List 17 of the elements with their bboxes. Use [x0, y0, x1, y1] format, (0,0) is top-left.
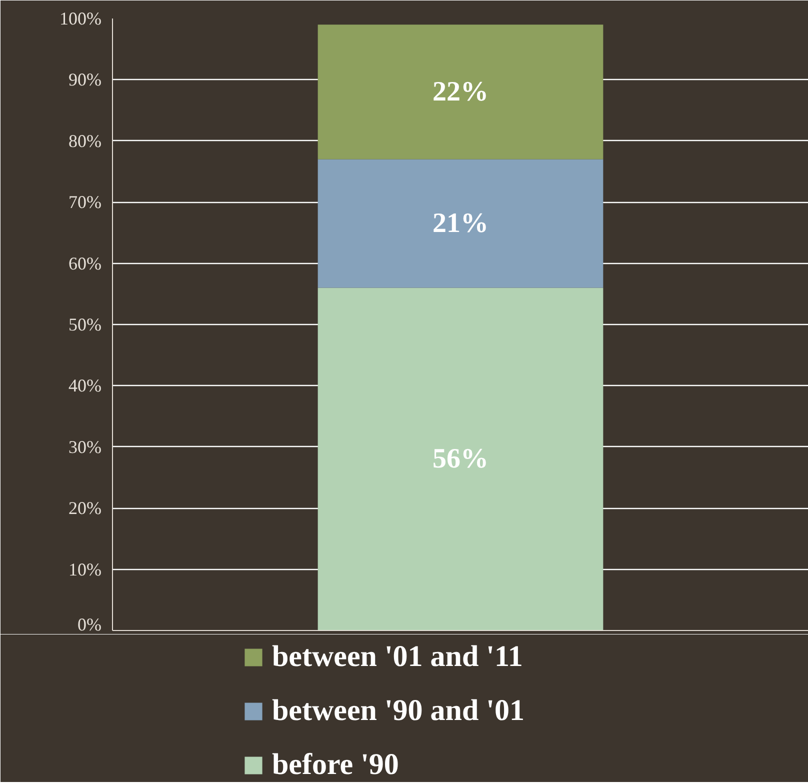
- text: 21%: [432, 208, 488, 240]
- text: 56%: [432, 444, 488, 475]
- y-tick-label: 80%: [68, 130, 102, 151]
- y-tick-label: 20%: [68, 498, 102, 518]
- y-tick-label: 40%: [68, 376, 102, 396]
- legend-label: between '01 and '11: [272, 640, 523, 674]
- y-tick-label: 10%: [68, 559, 102, 580]
- y-tick-label: 70%: [68, 192, 102, 212]
- legend-label: between '90 and '01: [272, 694, 525, 728]
- y-tick-label: 30%: [68, 436, 102, 457]
- legend-label: before '90: [272, 748, 399, 782]
- y-tick-label: 100%: [60, 8, 102, 28]
- text: 22%: [432, 76, 488, 108]
- y-tick-label: 50%: [68, 314, 102, 334]
- y-tick-label: 60%: [68, 253, 102, 274]
- y-tick-label: 90%: [68, 70, 102, 90]
- y-tick-label: 0%: [78, 614, 102, 634]
